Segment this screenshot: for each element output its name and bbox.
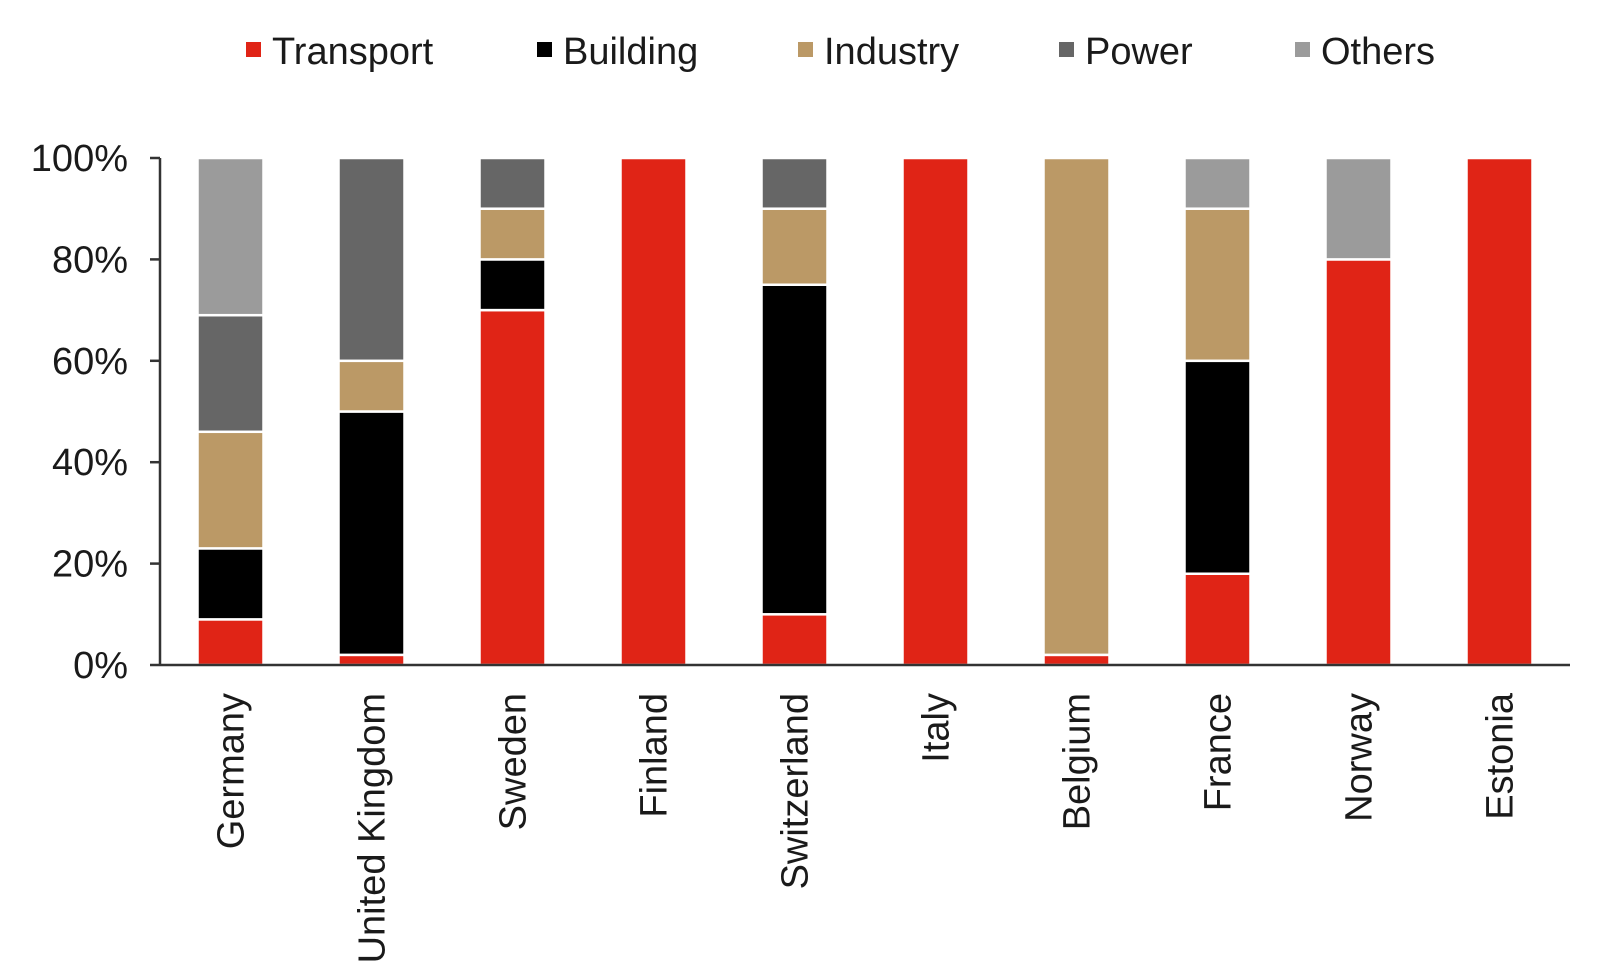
y-tick-label: 20% [52, 544, 128, 586]
x-category-label-switzerland: Switzerland [775, 693, 817, 889]
x-category-label-italy: Italy [916, 693, 958, 763]
y-axis: 0% 20% 40% 60% 80% 100% [31, 138, 162, 687]
x-category-label-germany: Germany [211, 693, 253, 849]
legend-label-industry: Industry [824, 31, 959, 73]
bar-united-kingdom-building [337, 410, 406, 657]
bar-germany-building [196, 547, 265, 621]
y-tick-label: 100% [31, 138, 128, 180]
legend: Transport Building Industry Power Others [246, 31, 1435, 73]
bar-germany-industry [196, 430, 265, 550]
legend-label-power: Power [1085, 31, 1193, 73]
legend-swatch-industry [798, 42, 813, 57]
bar-france-others [1183, 156, 1252, 210]
bar-finland-transport [619, 156, 688, 667]
bar-estonia-transport [1465, 156, 1534, 667]
bar-united-kingdom-industry [337, 359, 406, 413]
bar-belgium-industry [1042, 156, 1111, 657]
y-tick-label: 40% [52, 442, 128, 484]
bar-norway-others [1324, 156, 1393, 261]
legend-swatch-power [1059, 42, 1074, 57]
legend-swatch-others [1295, 42, 1310, 57]
bar-germany-power [196, 313, 265, 434]
bar-sweden-industry [478, 207, 547, 261]
x-axis: Germany United Kingdom Sweden Finland Switze… [160, 663, 1570, 963]
legend-swatch-transport [246, 42, 261, 57]
x-category-label-finland: Finland [634, 693, 676, 818]
bar-france-building [1183, 359, 1252, 575]
bar-norway-transport [1324, 258, 1393, 667]
bar-france-transport [1183, 572, 1252, 667]
bar-france-industry [1183, 207, 1252, 363]
bar-germany-transport [196, 618, 265, 667]
bar-belgium-transport [1042, 653, 1111, 667]
legend-swatch-building [537, 42, 552, 57]
bar-sweden-building [478, 258, 547, 312]
plot-area [196, 156, 1534, 667]
bar-united-kingdom-transport [337, 653, 406, 667]
bar-italy-transport [901, 156, 970, 667]
bar-united-kingdom-power [337, 156, 406, 363]
bar-sweden-transport [478, 308, 547, 667]
legend-label-others: Others [1321, 31, 1435, 73]
y-tick-label: 60% [52, 341, 128, 383]
x-category-label-sweden: Sweden [493, 693, 535, 830]
bar-switzerland-transport [760, 613, 829, 667]
x-category-label-estonia: Estonia [1480, 692, 1522, 820]
legend-label-transport: Transport [272, 31, 434, 73]
bar-switzerland-industry [760, 207, 829, 286]
x-category-label-norway: Norway [1339, 693, 1381, 822]
bar-switzerland-building [760, 283, 829, 616]
legend-label-building: Building [563, 31, 698, 73]
bar-germany-others [196, 156, 265, 317]
bar-sweden-power [478, 156, 547, 210]
x-category-label-belgium: Belgium [1057, 693, 1099, 830]
x-category-label-france: France [1198, 693, 1240, 811]
x-category-label-united-kingdom: United Kingdom [352, 693, 394, 963]
y-tick-label: 0% [73, 645, 128, 687]
bar-switzerland-power [760, 156, 829, 210]
y-tick-label: 80% [52, 239, 128, 281]
